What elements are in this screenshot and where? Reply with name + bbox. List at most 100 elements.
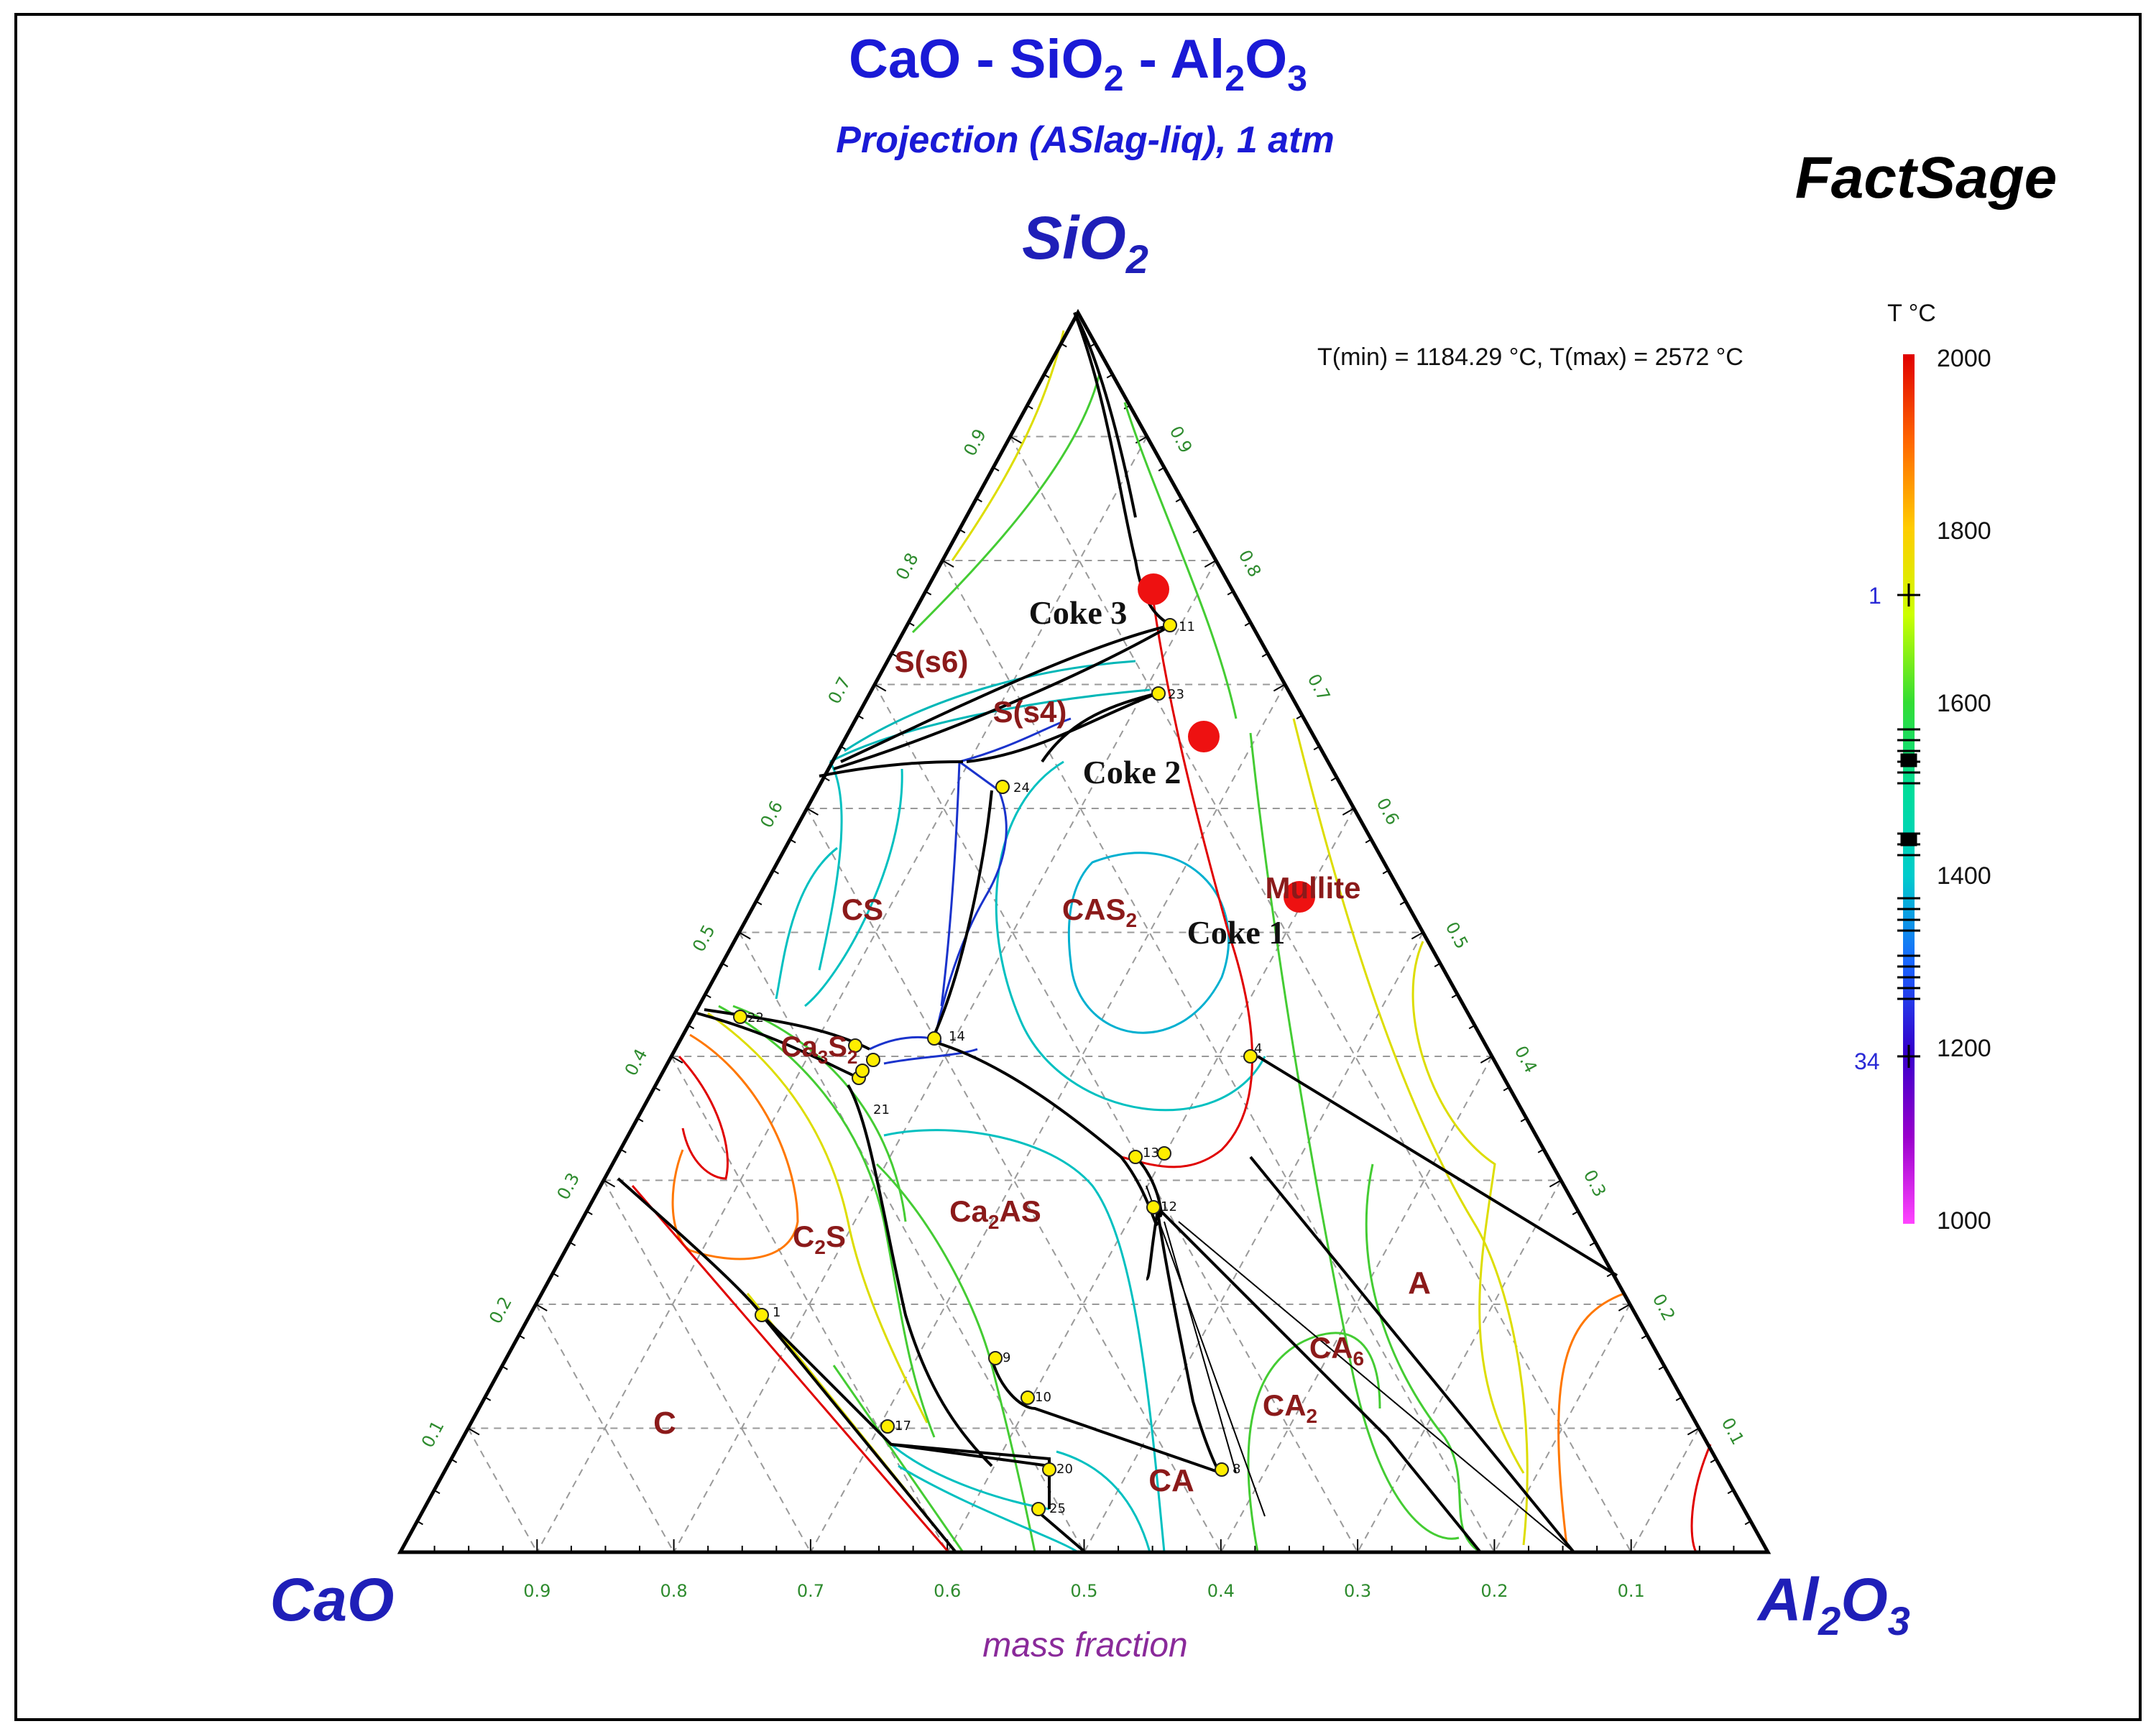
boundary-thin-2 <box>1164 1221 1237 1474</box>
point-number: 11 <box>1179 619 1195 635</box>
colorbar-markers <box>1897 584 1920 1068</box>
invariant-point <box>1243 1049 1258 1064</box>
isotherm-mullite-red <box>1120 574 1253 1168</box>
isotherm-orange-right <box>1557 1292 1625 1546</box>
colorbar-tick-label: 1400 <box>1937 862 1991 890</box>
coke-1-point <box>1284 881 1315 913</box>
colorbar-tick-label: 1600 <box>1937 690 1991 717</box>
edge-tick-right <box>1549 1179 1562 1188</box>
tick-label-bottom: 0.4 <box>1207 1581 1235 1601</box>
isotherm-c2as-green <box>875 1163 1036 1553</box>
isotherm-a-green <box>1365 1163 1481 1554</box>
phase-label-c3s2: Ca3S2 <box>781 1031 858 1068</box>
point-number: 1 <box>773 1305 780 1320</box>
blue-boundary-2 <box>933 760 1008 1043</box>
boundary-ca2-ca6 <box>1156 1206 1482 1554</box>
point-number: 17 <box>895 1419 911 1434</box>
cas2-sub: 2 <box>1126 909 1138 931</box>
phase-label-ca: CA <box>1148 1463 1194 1498</box>
point-number: 8 <box>1233 1462 1240 1477</box>
tick-label-left: 0.6 <box>756 798 787 831</box>
boundary-s4-top <box>1041 692 1158 763</box>
point-number: 12 <box>1161 1199 1177 1214</box>
tick-label-bottom: 0.6 <box>934 1581 961 1601</box>
corner-label-al2o3: Al2O3 <box>1756 1566 1910 1643</box>
edge-tick-left <box>467 1427 480 1436</box>
title-sub-2: 2 <box>1225 58 1245 98</box>
eutectic-boundaries-blue <box>869 717 1072 1065</box>
invariant-point <box>927 1031 941 1046</box>
isotherm-top-yellow <box>951 330 1065 561</box>
phase-label-cs: CS <box>842 893 883 926</box>
edge-tick-left <box>535 1304 548 1311</box>
tick-label-bottom: 0.2 <box>1480 1581 1508 1601</box>
isotherm-c2as-cyan <box>883 1129 1166 1553</box>
axis-note-mass-fraction: mass fraction <box>982 1626 1187 1664</box>
phase-label-s-s6: S(s6) <box>895 645 969 678</box>
phase-label-cas2: CAS2 <box>1062 893 1137 931</box>
edge-tick-left <box>1010 435 1022 444</box>
coke-2-point <box>1188 721 1220 752</box>
colorbar-tick-label: 2000 <box>1937 345 1991 372</box>
phase-label-s-s4: S(s4) <box>993 695 1067 729</box>
colorbar-marker-box <box>1900 832 1917 847</box>
colorbar-marker-box <box>1900 753 1917 767</box>
boundary-lower-c12a7 <box>890 1443 1051 1509</box>
invariant-point <box>1215 1462 1229 1477</box>
al2o3-main: Al <box>1756 1566 1820 1633</box>
diagram-subtitle: Projection (ASlag-liq), 1 atm <box>836 119 1334 161</box>
ca2-sub: 2 <box>1307 1405 1318 1427</box>
factsage-brand: FactSage <box>1795 145 2058 211</box>
isotherm-c-red <box>631 1185 950 1553</box>
boundary-s6-lower <box>833 624 1172 770</box>
grid-line-cao <box>671 1056 949 1553</box>
isotherm-c2s-green-1 <box>718 1005 936 1438</box>
isotherm-c2s-orange <box>671 1033 799 1260</box>
boundary-c3s2-long <box>696 1012 860 1079</box>
c2s-main2: S <box>826 1219 846 1253</box>
edge-tick-left <box>941 560 954 568</box>
boundary-thin-3 <box>1146 1185 1266 1517</box>
tick-label-left: 0.2 <box>485 1293 516 1327</box>
isotherm-cas2-inner <box>1067 852 1230 1034</box>
tick-label-right: 0.3 <box>1580 1166 1611 1200</box>
edge-tick-left <box>806 808 819 816</box>
grid-line-al2o3 <box>1493 1304 1631 1553</box>
tick-label-left: 0.5 <box>688 921 719 955</box>
invariant-point <box>995 780 1010 794</box>
isotherm-s4-cyan <box>818 761 843 971</box>
boundary-c2s-lower <box>760 1314 1050 1467</box>
invariant-point-numbers: 11 23 24 22 21 13 12 14 9 10 17 20 25 8 … <box>747 619 1262 1516</box>
sio2-sub: 2 <box>1125 236 1148 282</box>
isotherm-c2s-yellow <box>707 1012 929 1424</box>
tick-label-right: 0.6 <box>1373 795 1404 829</box>
c2as-main: Ca <box>949 1194 988 1228</box>
edge-tick-left <box>671 1056 683 1064</box>
invariant-points <box>733 618 1258 1516</box>
edge-tick-right <box>1273 683 1286 692</box>
point-number: 25 <box>1049 1501 1066 1516</box>
invariant-point <box>1031 1502 1046 1516</box>
tick-label-left: 0.7 <box>824 673 855 707</box>
coke-points <box>1138 573 1315 913</box>
boundary-s6-upper <box>840 624 1172 763</box>
invariant-point <box>733 1010 747 1024</box>
grid-line-al2o3 <box>810 684 1286 1553</box>
tick-label-right: 0.1 <box>1718 1414 1749 1448</box>
boundary-cas2-a <box>1256 1055 1618 1277</box>
grid-line-al2o3 <box>1630 1428 1700 1553</box>
boundary-cs-cas2 <box>933 790 993 1036</box>
corner-label-cao: CaO <box>270 1566 395 1633</box>
tick-label-bottom: 0.1 <box>1618 1581 1645 1601</box>
grid-line-cao <box>467 1428 538 1553</box>
invariant-point <box>755 1308 769 1322</box>
c3s2-sub1: 3 <box>818 1046 828 1068</box>
tick-label-right: 0.8 <box>1235 547 1266 581</box>
colorbar-title: T °C <box>1887 300 1936 327</box>
isotherm-top-green-2 <box>1123 402 1238 719</box>
al2o3-main2: O <box>1841 1566 1887 1633</box>
tick-label-bottom: 0.8 <box>660 1581 688 1601</box>
boundary-ca-bottom <box>1033 1508 1087 1554</box>
point-number: 23 <box>1168 687 1184 702</box>
